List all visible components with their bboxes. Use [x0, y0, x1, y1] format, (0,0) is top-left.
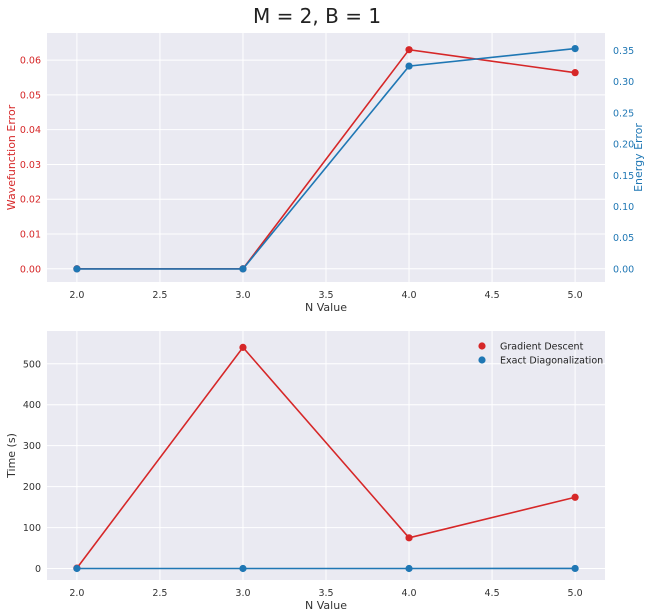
data-point: [571, 45, 579, 53]
y-right-tick-label: 0.35: [613, 46, 634, 57]
legend-marker: [478, 356, 486, 364]
data-point: [405, 534, 413, 542]
top-panel-error-chart: 2.0 2.5 3.0 3.5 4.0 4.5 5.0 0.00 0.01 0.02 0.03 0.0…: [5, 33, 645, 314]
y-right-tick-label: 0.20: [613, 140, 634, 151]
x-tick-label: 4.0: [401, 290, 416, 301]
y-tick-label: 100: [23, 523, 41, 534]
data-point: [571, 564, 579, 573]
y-tick-label: 0: [35, 564, 41, 575]
y-tick-label: 500: [23, 359, 41, 370]
legend-marker: [478, 342, 486, 350]
y-right-tick-label: 0.25: [613, 108, 634, 119]
data-point: [405, 62, 413, 70]
y-tick-label: 300: [23, 441, 41, 452]
x-tick-label: 4.0: [401, 588, 416, 599]
y-right-tick-label: 0.10: [613, 202, 634, 213]
data-point: [239, 564, 247, 573]
legend-label: Exact Diagonalization: [500, 356, 603, 367]
y-axis-label: Time (s): [5, 433, 18, 479]
x-tick-label: 4.5: [485, 290, 500, 301]
x-tick-label: 2.0: [69, 290, 84, 301]
x-tick-label: 2.5: [152, 290, 167, 301]
x-tick-label: 2.5: [152, 588, 167, 599]
y-tick-label: 0.01: [20, 230, 41, 241]
x-axis-label: N Value: [305, 599, 347, 612]
data-point: [571, 69, 579, 77]
figure-title: M = 2, B = 1: [253, 4, 381, 28]
x-tick-label: 4.5: [485, 588, 500, 599]
data-point: [73, 265, 81, 273]
y-right-tick-label: 0.05: [613, 233, 634, 244]
data-point: [571, 493, 579, 501]
y-tick-label: 0.05: [20, 90, 41, 101]
y-right-tick-label: 0.30: [613, 77, 634, 88]
bottom-panel-time-chart: 2.0 2.5 3.0 3.5 4.0 4.5 5.0 0 100 200 300 400 500 N V…: [5, 331, 605, 612]
legend: Gradient Descent Exact Diagonalization: [478, 342, 603, 367]
data-point: [239, 343, 247, 351]
x-tick-label: 5.0: [568, 588, 583, 599]
x-tick-label: 3.0: [235, 588, 250, 599]
legend-label: Gradient Descent: [500, 342, 584, 353]
series-line: [76, 346, 576, 569]
data-point: [73, 564, 81, 573]
x-axis-label: N Value: [305, 301, 347, 314]
series-line: [76, 47, 576, 270]
x-tick-label: 3.5: [318, 290, 333, 301]
y-right-axis-label: Energy Error: [632, 123, 645, 192]
x-tick-label: 5.0: [568, 290, 583, 301]
y-tick-label: 0.02: [20, 195, 41, 206]
data-point: [239, 265, 247, 273]
y-tick-label: 200: [23, 482, 41, 493]
y-tick-label: 0.04: [20, 125, 41, 136]
y-tick-label: 400: [23, 400, 41, 411]
x-tick-label: 3.5: [318, 588, 333, 599]
data-point: [405, 46, 413, 54]
data-point: [405, 564, 413, 573]
y-right-tick-label: 0.15: [613, 171, 634, 182]
y-tick-label: 0.06: [20, 56, 41, 67]
y-axis-label: Wavefunction Error: [5, 104, 18, 210]
y-tick-label: 0.03: [20, 160, 41, 171]
x-tick-label: 3.0: [235, 290, 250, 301]
y-tick-label: 0.00: [20, 264, 41, 275]
y-right-tick-label: 0.00: [613, 264, 634, 275]
x-tick-label: 2.0: [69, 588, 84, 599]
